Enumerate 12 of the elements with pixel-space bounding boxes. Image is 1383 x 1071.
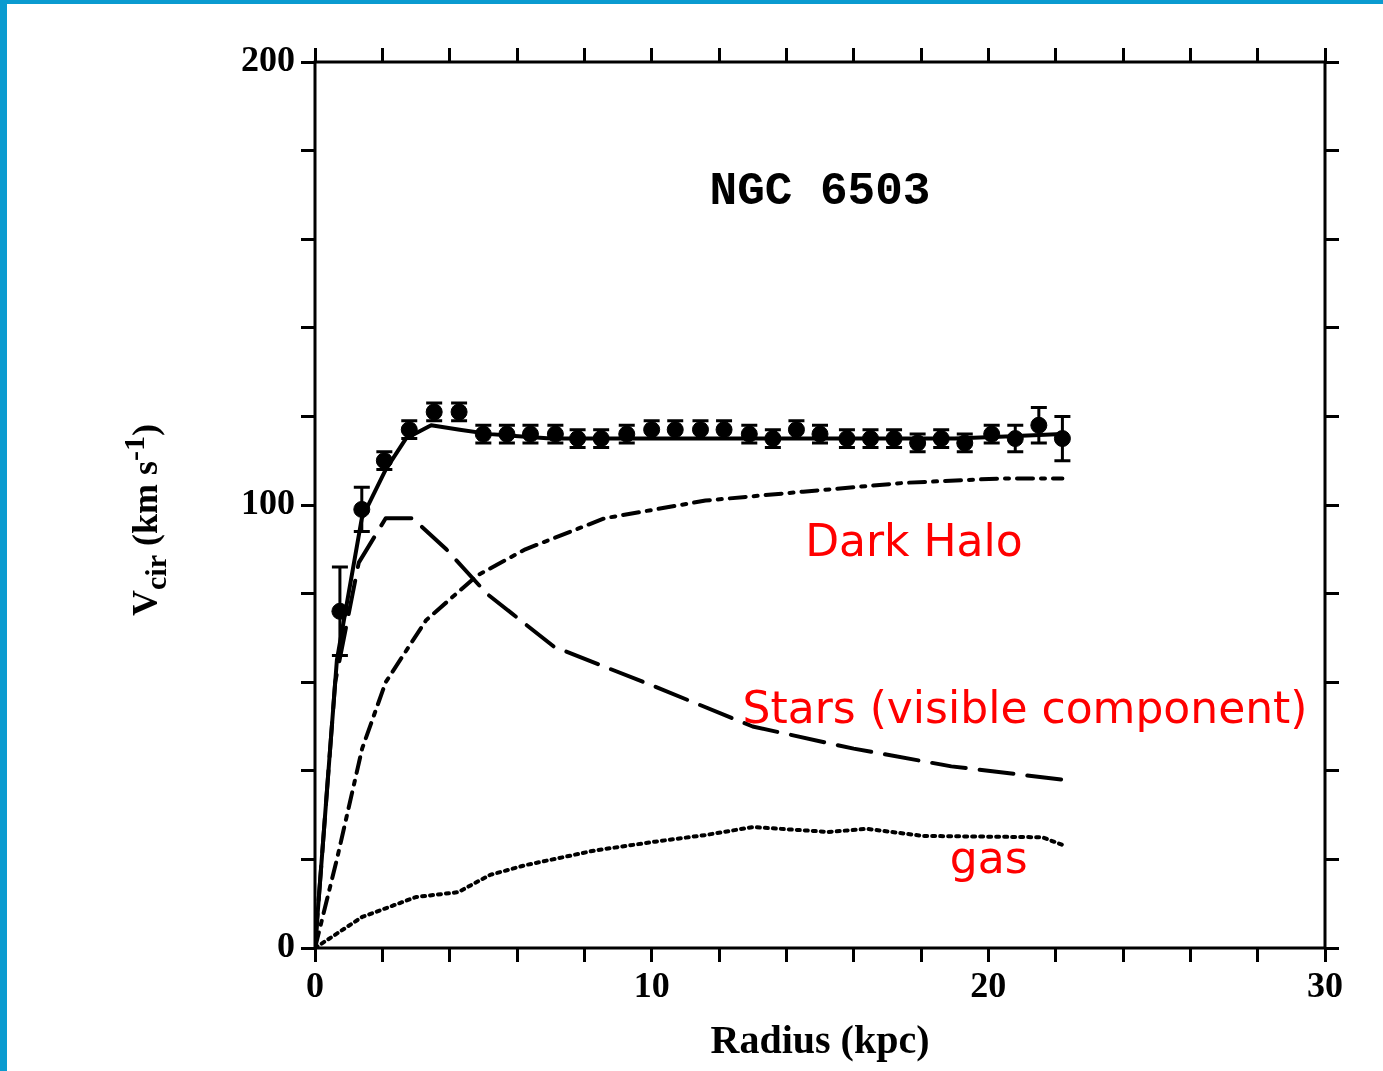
annotation: Stars (visible component) xyxy=(742,681,1308,733)
annotation: gas xyxy=(949,832,1028,884)
x-tick-label: 20 xyxy=(970,964,1007,1005)
y-tick-label: 0 xyxy=(277,925,295,966)
x-axis-title: Radius (kpc) xyxy=(710,1017,930,1063)
annotation: Dark Halo xyxy=(805,515,1023,567)
x-tick-label: 30 xyxy=(1307,964,1343,1005)
text: NGC 6503 xyxy=(709,165,931,218)
x-tick-label: 0 xyxy=(306,964,324,1005)
y-tick-label: 100 xyxy=(241,482,295,523)
y-tick-label: 200 xyxy=(241,39,295,80)
x-tick-label: 10 xyxy=(633,964,670,1005)
